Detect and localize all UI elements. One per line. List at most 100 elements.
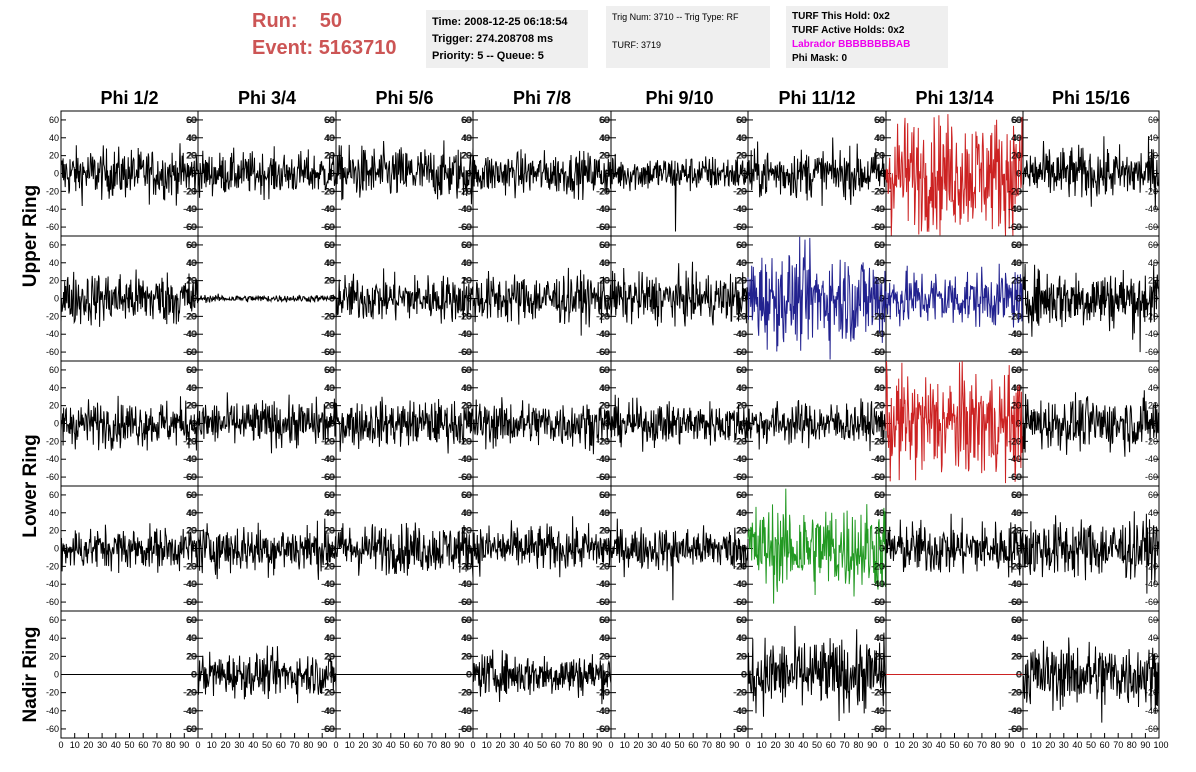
y-tick-label: -60 <box>322 472 335 482</box>
y-tick-label: -60 <box>459 222 472 232</box>
y-tick-label: 0 <box>466 169 471 179</box>
x-tick-label: 60 <box>1100 740 1110 750</box>
y-tick-label: -20 <box>596 561 609 571</box>
y-tick-label: 20 <box>187 651 197 661</box>
y-tick-label: -40 <box>1008 329 1021 339</box>
y-tick-label: -40 <box>872 204 885 214</box>
y-tick-label: -60 <box>46 222 59 232</box>
y-tick-label: 40 <box>461 133 471 143</box>
y-tick-label: -40 <box>1009 579 1022 589</box>
waveform-line <box>198 645 337 704</box>
y-tick-label: 40 <box>187 383 197 393</box>
waveform-line <box>335 396 474 454</box>
y-tick-label: -20 <box>1009 561 1022 571</box>
y-tick-label: -60 <box>46 472 59 482</box>
y-tick-label: -40 <box>184 454 197 464</box>
y-tick-label: 0 <box>54 544 59 554</box>
y-tick-label: 40 <box>462 633 472 643</box>
waveform-line <box>1022 390 1160 457</box>
y-tick-label: 0 <box>1017 169 1022 179</box>
y-tick-label: 40 <box>187 258 197 268</box>
y-tick-label: -60 <box>184 222 197 232</box>
y-tick-label: -20 <box>733 561 746 571</box>
y-tick-label: 0 <box>1016 670 1021 680</box>
y-tick-label: -60 <box>183 472 196 482</box>
y-tick-label: 20 <box>324 526 334 536</box>
y-tick-label: -60 <box>183 724 196 734</box>
x-tick-label: 80 <box>578 740 588 750</box>
x-tick-label: 90 <box>317 740 327 750</box>
x-tick-label: 70 <box>840 740 850 750</box>
y-tick-label: -20 <box>597 561 610 571</box>
column-header: Phi 11/12 <box>778 88 855 108</box>
x-tick-label: 0 <box>1020 740 1025 750</box>
y-tick-label: 60 <box>1011 240 1021 250</box>
x-tick-label: 0 <box>883 740 888 750</box>
x-tick-label: 90 <box>1140 740 1150 750</box>
y-tick-label: 40 <box>600 383 610 393</box>
waveform-line <box>747 137 887 206</box>
y-tick-label: 20 <box>324 651 334 661</box>
y-tick-label: -40 <box>1145 329 1158 339</box>
y-tick-label: 40 <box>49 133 59 143</box>
y-tick-label: -40 <box>183 329 196 339</box>
y-tick-label: -60 <box>872 472 885 482</box>
y-tick-label: 40 <box>186 633 196 643</box>
y-tick-label: 40 <box>462 133 472 143</box>
x-tick-label: 50 <box>124 740 134 750</box>
y-tick-label: 0 <box>329 670 334 680</box>
y-tick-label: 20 <box>186 276 196 286</box>
y-tick-label: -40 <box>872 329 885 339</box>
y-tick-label: -60 <box>1008 472 1021 482</box>
y-tick-label: 40 <box>1011 133 1021 143</box>
y-tick-label: 0 <box>191 419 196 429</box>
waveform-line <box>610 261 749 327</box>
y-tick-label: 20 <box>737 151 747 161</box>
y-tick-label: 60 <box>1011 115 1021 125</box>
x-tick-label: 0 <box>745 740 750 750</box>
x-tick-label: 70 <box>427 740 437 750</box>
y-tick-label: 20 <box>737 276 747 286</box>
y-tick-label: -20 <box>322 688 335 698</box>
y-tick-label: 60 <box>1012 365 1022 375</box>
y-tick-label: 60 <box>874 115 884 125</box>
y-tick-label: -40 <box>184 329 197 339</box>
waveform-line <box>472 267 612 336</box>
y-tick-label: -20 <box>321 436 334 446</box>
y-tick-label: 40 <box>875 508 885 518</box>
y-tick-label: -20 <box>458 561 471 571</box>
y-tick-label: 0 <box>604 294 609 304</box>
y-tick-label: 20 <box>1011 651 1021 661</box>
y-tick-label: 20 <box>1012 526 1022 536</box>
y-tick-label: 60 <box>737 615 747 625</box>
x-tick-label: 20 <box>496 740 506 750</box>
y-tick-label: 20 <box>737 651 747 661</box>
y-tick-label: -40 <box>459 329 472 339</box>
y-tick-label: -20 <box>872 688 885 698</box>
y-tick-label: 40 <box>736 383 746 393</box>
y-tick-label: -60 <box>871 347 884 357</box>
y-tick-label: -60 <box>458 472 471 482</box>
x-tick-label: 70 <box>290 740 300 750</box>
y-tick-label: 0 <box>466 544 471 554</box>
y-tick-label: -40 <box>733 706 746 716</box>
y-tick-label: 20 <box>324 401 334 411</box>
y-tick-label: -60 <box>322 222 335 232</box>
time-info-box: Time: 2008-12-25 06:18:54 Trigger: 274.2… <box>426 10 588 68</box>
waveform-line <box>197 392 337 454</box>
y-tick-label: 40 <box>187 133 197 143</box>
y-tick-label: 0 <box>466 670 471 680</box>
y-tick-label: -40 <box>1009 706 1022 716</box>
y-tick-label: -20 <box>459 186 472 196</box>
waveform-line <box>335 140 474 205</box>
y-tick-label: -40 <box>596 454 609 464</box>
y-tick-label: -40 <box>322 706 335 716</box>
y-tick-label: 0 <box>466 419 471 429</box>
y-tick-label: 60 <box>325 240 335 250</box>
x-tick-label: 40 <box>661 740 671 750</box>
y-tick-label: 60 <box>1148 365 1158 375</box>
waveform-line <box>747 625 887 722</box>
y-tick-label: 60 <box>186 615 196 625</box>
run-value: 50 <box>319 10 343 32</box>
y-tick-label: -40 <box>459 204 472 214</box>
